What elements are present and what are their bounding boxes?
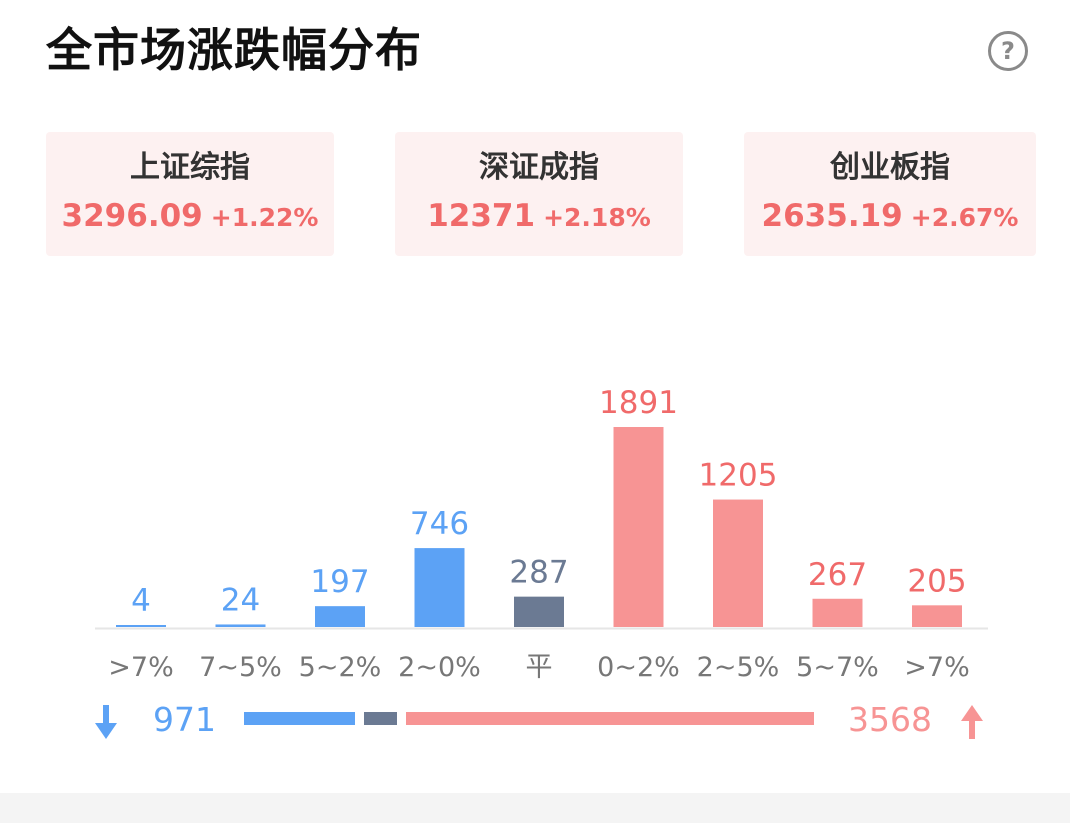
index-name: 创业板指 — [830, 150, 950, 185]
index-quote: 2635.19 +2.67% — [744, 196, 1036, 241]
bar-value-label: 205 — [907, 563, 966, 599]
bar-value-label: 1891 — [599, 385, 678, 421]
up-summary-bar — [405, 712, 814, 725]
category-tick-label: 5~2% — [299, 652, 382, 683]
category-tick-label: 7~5% — [199, 652, 282, 683]
category-tick-label: >7% — [904, 652, 969, 683]
index-card-chinext[interactable]: 创业板指 2635.19 +2.67% — [744, 132, 1036, 256]
index-change: +2.67% — [910, 203, 1019, 232]
index-card-shanghai[interactable]: 上证综指 3296.09 +1.22% — [46, 132, 334, 256]
down-total: 971 — [153, 700, 216, 739]
bar-value-label: 287 — [509, 555, 568, 591]
bar-2[interactable] — [315, 606, 365, 627]
index-quote: 12371 +2.18% — [395, 196, 683, 241]
index-value: 12371 — [427, 198, 536, 234]
bar-value-label: 197 — [310, 564, 369, 600]
flat-summary-bar — [364, 712, 397, 725]
category-tick-label: >7% — [108, 652, 173, 683]
index-change: +2.18% — [543, 203, 651, 232]
bar-7[interactable] — [812, 598, 863, 627]
index-quote: 3296.09 +1.22% — [46, 196, 334, 241]
up-total: 3568 — [848, 700, 932, 739]
category-tick-label: 2~0% — [398, 652, 481, 683]
index-value: 2635.19 — [761, 198, 903, 234]
arrow-down-icon — [95, 705, 117, 739]
index-name: 深证成指 — [479, 150, 599, 185]
bar-6[interactable] — [713, 499, 763, 627]
category-tick-label: 5~7% — [796, 652, 879, 683]
distribution-chart: 4 >7% 24 7~5% 197 5~2% 746 2~0% 287 平 1891 0~2% 1205… — [95, 385, 988, 683]
bar-1[interactable] — [215, 624, 266, 627]
arrow-up-icon — [961, 705, 983, 739]
bar-8[interactable] — [912, 605, 962, 627]
index-value: 3296.09 — [61, 198, 203, 234]
bar-4[interactable] — [514, 596, 564, 627]
bar-value-label: 24 — [221, 582, 260, 618]
bar-value-label: 4 — [131, 583, 151, 619]
category-tick-label: 平 — [526, 652, 553, 683]
bar-value-label: 267 — [808, 557, 867, 593]
bar-3[interactable] — [414, 548, 465, 627]
bar-value-label: 1205 — [699, 458, 778, 494]
down-summary-bar — [244, 712, 356, 725]
category-tick-label: 0~2% — [597, 652, 680, 683]
page-title: 全市场涨跌幅分布 — [46, 23, 422, 77]
index-change: +1.22% — [210, 203, 319, 232]
bottom-divider — [0, 793, 1070, 823]
bar-5[interactable] — [613, 427, 664, 627]
bar-value-label: 746 — [410, 506, 469, 542]
bar-0[interactable] — [116, 625, 166, 627]
help-icon[interactable]: ? — [988, 31, 1028, 71]
index-card-shenzhen[interactable]: 深证成指 12371 +2.18% — [395, 132, 683, 256]
index-name: 上证综指 — [130, 150, 250, 185]
category-tick-label: 2~5% — [697, 652, 780, 683]
